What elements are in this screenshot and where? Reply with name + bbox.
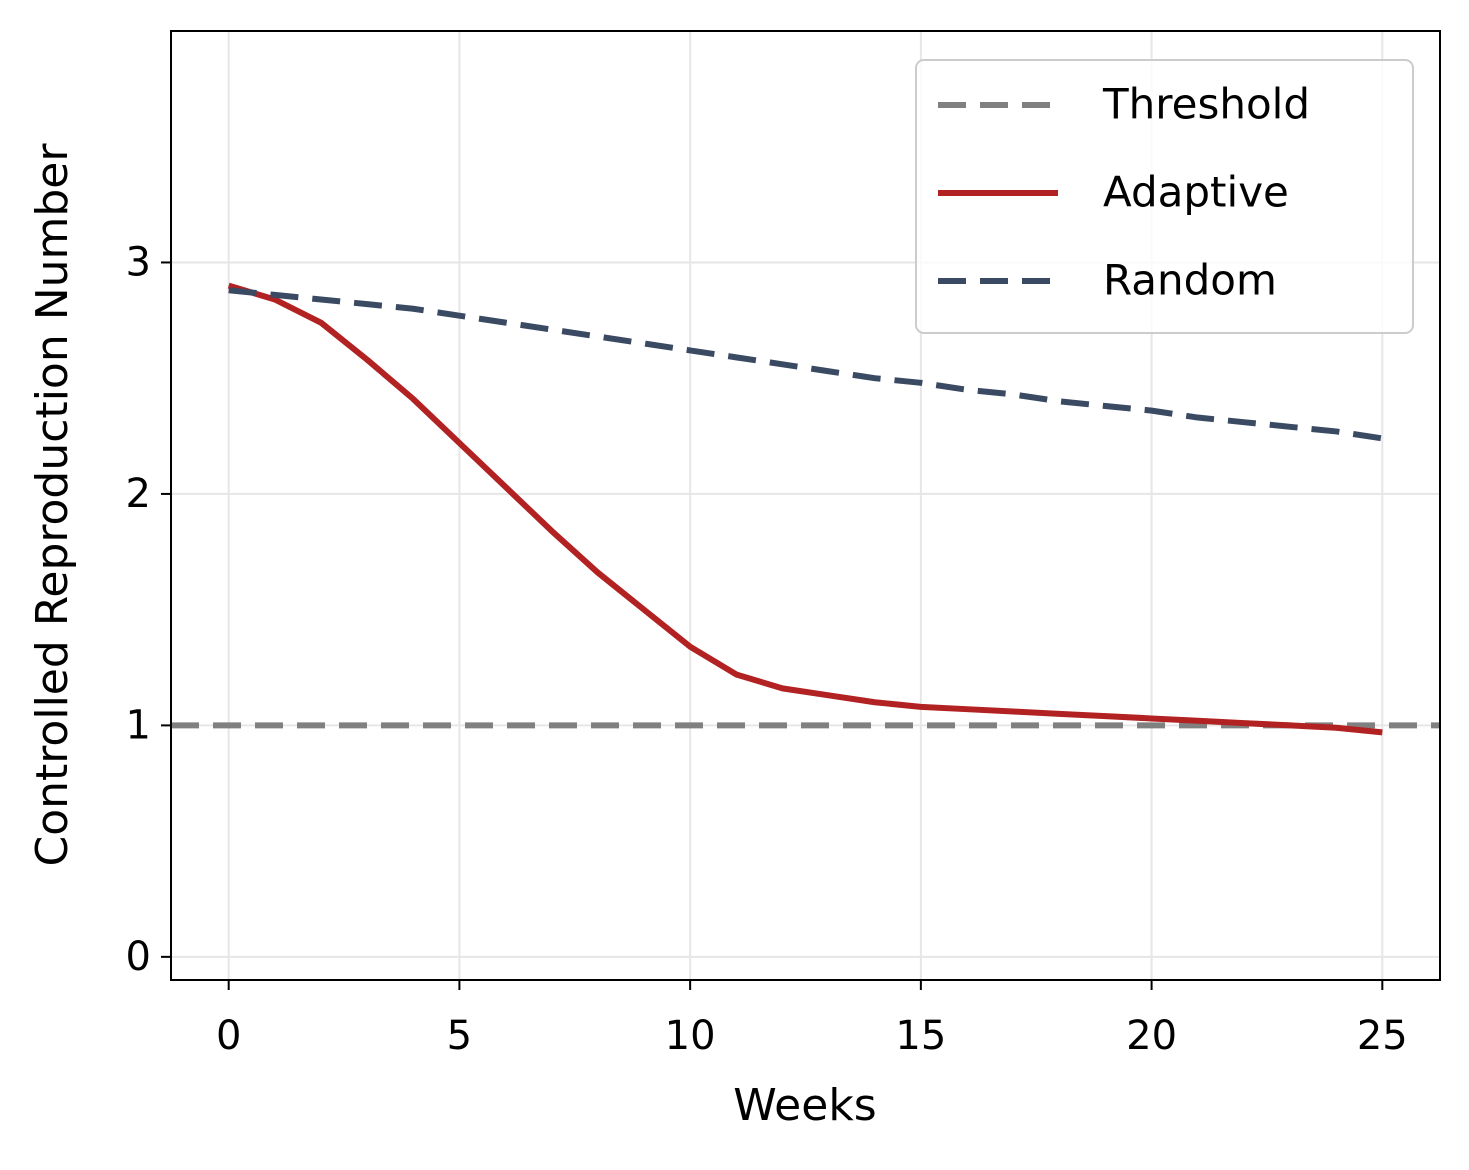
series-line [228,287,1383,442]
legend-label: Random [1103,256,1277,305]
x-tick-label: 15 [895,1013,946,1059]
x-tick-label: 25 [1357,1013,1408,1059]
series-line [227,282,1383,736]
axes-frame [170,30,1441,981]
y-tick-label: 3 [126,239,151,285]
legend-label: Threshold [1102,80,1310,129]
legend-label: Adaptive [1103,168,1289,217]
x-axis-label: Weeks [733,1080,876,1131]
y-tick-label: 0 [126,934,151,980]
x-tick-label: 5 [447,1013,472,1059]
legend: Threshold Adaptive Random [915,59,1414,334]
y-tick-label: 1 [126,702,151,748]
y-tick-label: 2 [126,471,151,517]
y-axis-label: Controlled Reproduction Number [27,143,78,867]
legend-box [915,59,1414,334]
x-tick-label: 0 [216,1013,241,1059]
x-tick-label: 20 [1126,1013,1177,1059]
x-tick-label: 10 [665,1013,716,1059]
